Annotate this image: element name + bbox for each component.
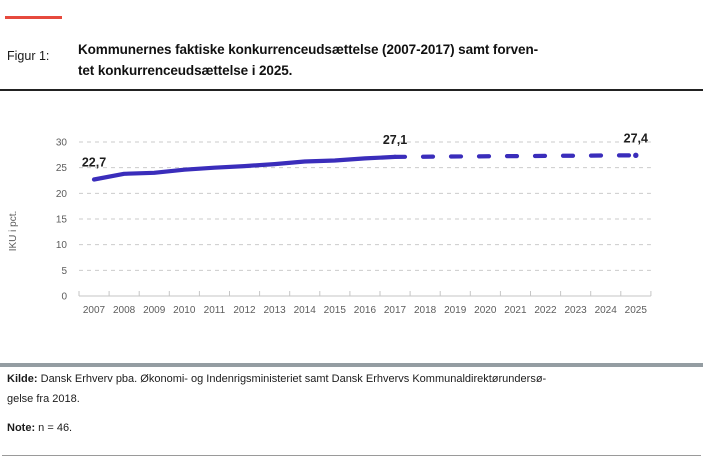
svg-text:2021: 2021 bbox=[504, 305, 527, 316]
figure-accent-dash bbox=[5, 16, 62, 19]
svg-text:2017: 2017 bbox=[384, 305, 407, 316]
source-note: Kilde: Dansk Erhverv pba. Økonomi- og In… bbox=[7, 370, 697, 409]
source-line2: gelse fra 2018. bbox=[7, 392, 80, 405]
svg-text:15: 15 bbox=[56, 215, 68, 226]
figure-title: Kommunernes faktiske konkurrenceudsættel… bbox=[78, 39, 538, 81]
svg-text:5: 5 bbox=[61, 266, 67, 277]
sample-note: Note: n = 46. bbox=[7, 419, 697, 439]
svg-text:27,4: 27,4 bbox=[624, 131, 648, 145]
svg-text:2014: 2014 bbox=[294, 305, 317, 316]
svg-text:2016: 2016 bbox=[354, 305, 377, 316]
svg-text:IKU i pct.: IKU i pct. bbox=[8, 211, 19, 252]
note-label: Note: bbox=[7, 422, 36, 434]
svg-text:20: 20 bbox=[56, 189, 68, 200]
svg-text:2015: 2015 bbox=[324, 305, 347, 316]
svg-text:27,1: 27,1 bbox=[383, 133, 407, 147]
svg-text:2010: 2010 bbox=[173, 305, 196, 316]
svg-text:2023: 2023 bbox=[564, 305, 587, 316]
svg-text:0: 0 bbox=[61, 292, 67, 303]
svg-text:2009: 2009 bbox=[143, 305, 166, 316]
svg-text:22,7: 22,7 bbox=[82, 155, 106, 169]
svg-text:2018: 2018 bbox=[414, 305, 437, 316]
svg-text:30: 30 bbox=[56, 138, 68, 149]
svg-text:2012: 2012 bbox=[233, 305, 256, 316]
figure-label: Figur 1: bbox=[7, 49, 50, 63]
svg-text:2020: 2020 bbox=[474, 305, 497, 316]
footer-divider-thick bbox=[0, 363, 703, 367]
svg-text:2007: 2007 bbox=[83, 305, 106, 316]
figure-title-line1: Kommunernes faktiske konkurrenceudsættel… bbox=[78, 42, 538, 57]
svg-text:2025: 2025 bbox=[625, 305, 648, 316]
figure-title-line2: tet konkurrenceudsættelse i 2025. bbox=[78, 63, 293, 78]
footer-divider-thin bbox=[2, 455, 701, 456]
svg-text:2013: 2013 bbox=[263, 305, 286, 316]
source-line1: Dansk Erhverv pba. Økonomi- og Indenrigs… bbox=[40, 373, 547, 385]
svg-text:2019: 2019 bbox=[444, 305, 467, 316]
note-text: n = 46. bbox=[38, 422, 73, 434]
svg-text:2022: 2022 bbox=[534, 305, 557, 316]
svg-text:2011: 2011 bbox=[204, 305, 226, 316]
source-label: Kilde: bbox=[7, 373, 38, 385]
svg-text:2008: 2008 bbox=[113, 305, 136, 316]
header-divider bbox=[0, 89, 703, 91]
svg-text:2024: 2024 bbox=[595, 305, 618, 316]
svg-text:10: 10 bbox=[56, 240, 68, 251]
svg-text:25: 25 bbox=[56, 163, 68, 174]
